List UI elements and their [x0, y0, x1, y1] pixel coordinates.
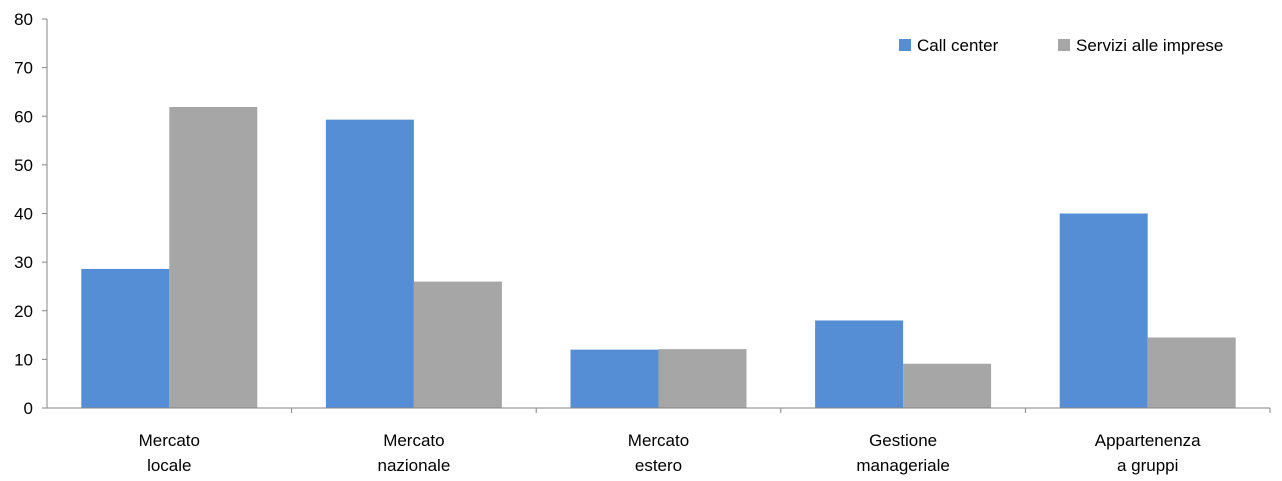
x-category-label: Mercato locale: [139, 431, 200, 475]
legend-label: Servizi alle imprese: [1076, 36, 1223, 55]
bar-call-center: [81, 268, 170, 408]
x-category-label: Appartenenza a gruppi: [1095, 431, 1201, 475]
bar-call-center: [325, 119, 414, 408]
x-category-label: Gestione manageriale: [856, 431, 950, 475]
bars-group: [81, 107, 1236, 408]
x-labels-group: Mercato locale Mercato nazionale Mercato este…: [139, 408, 1271, 475]
bar-call-center: [570, 349, 659, 408]
y-tick-label: 0: [24, 399, 33, 418]
y-tick-label: 70: [14, 59, 33, 78]
x-category-label: Mercato estero: [628, 431, 689, 475]
bar-servizi-alle-imprese: [1147, 337, 1236, 408]
bar-servizi-alle-imprese: [169, 107, 258, 408]
y-tick-label: 80: [14, 10, 33, 29]
bar-call-center: [1059, 213, 1148, 408]
legend-swatch: [899, 39, 911, 51]
y-tick-label: 20: [14, 302, 33, 321]
y-tick-label: 50: [14, 156, 33, 175]
y-ticks-group: 0 10 20 30 40 50 60 70 80: [14, 10, 47, 418]
x-category-label: Mercato nazionale: [378, 431, 451, 475]
bar-servizi-alle-imprese: [903, 363, 992, 408]
bar-call-center: [815, 320, 904, 408]
y-tick-label: 40: [14, 205, 33, 224]
y-tick-label: 60: [14, 107, 33, 126]
y-tick-label: 10: [14, 350, 33, 369]
legend-label: Call center: [917, 36, 999, 55]
legend: Call center Servizi alle imprese: [899, 36, 1223, 55]
bar-servizi-alle-imprese: [413, 281, 502, 408]
legend-swatch: [1058, 39, 1070, 51]
bar-servizi-alle-imprese: [658, 349, 747, 408]
y-tick-label: 30: [14, 253, 33, 272]
